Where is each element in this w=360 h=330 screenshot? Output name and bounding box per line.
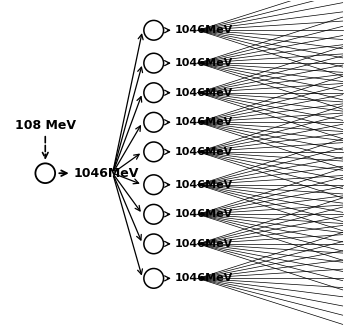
Circle shape xyxy=(144,113,163,132)
Circle shape xyxy=(144,142,163,162)
Circle shape xyxy=(144,269,163,288)
Text: 108 MeV: 108 MeV xyxy=(15,119,76,132)
Circle shape xyxy=(144,83,163,103)
Circle shape xyxy=(144,53,163,73)
Circle shape xyxy=(144,204,163,224)
Text: 1046MeV: 1046MeV xyxy=(175,88,233,98)
Text: 1046MeV: 1046MeV xyxy=(175,147,233,157)
Circle shape xyxy=(35,163,55,183)
Circle shape xyxy=(144,20,163,40)
Text: 1046MeV: 1046MeV xyxy=(175,239,233,249)
Circle shape xyxy=(144,175,163,195)
Text: 1046MeV: 1046MeV xyxy=(175,273,233,283)
Text: 1046MeV: 1046MeV xyxy=(175,58,233,68)
Text: 1046MeV: 1046MeV xyxy=(73,167,139,180)
Text: 1046MeV: 1046MeV xyxy=(175,180,233,190)
Text: 1046MeV: 1046MeV xyxy=(175,117,233,127)
Text: 1046MeV: 1046MeV xyxy=(175,209,233,219)
Circle shape xyxy=(144,234,163,254)
Text: 1046MeV: 1046MeV xyxy=(175,25,233,35)
